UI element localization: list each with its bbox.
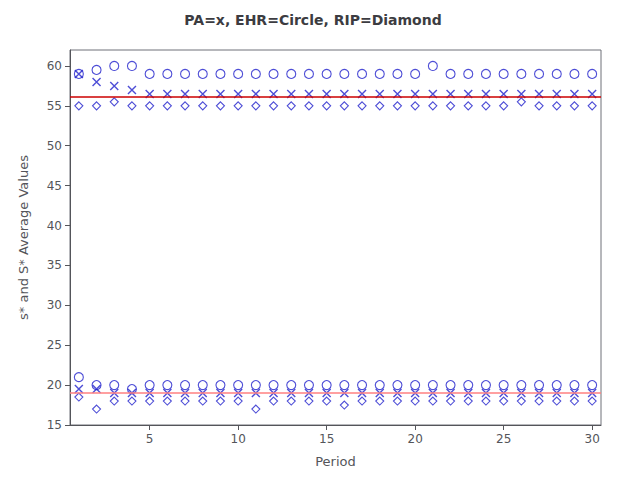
svg-text:10: 10: [231, 432, 246, 446]
svg-text:25: 25: [496, 432, 511, 446]
svg-text:55: 55: [47, 99, 62, 113]
svg-text:40: 40: [47, 219, 62, 233]
svg-text:25: 25: [47, 338, 62, 352]
svg-text:5: 5: [146, 432, 154, 446]
svg-text:30: 30: [585, 432, 600, 446]
svg-text:50: 50: [47, 139, 62, 153]
svg-text:15: 15: [319, 432, 334, 446]
svg-text:30: 30: [47, 298, 62, 312]
svg-text:s* and S* Average Values: s* and S* Average Values: [16, 155, 31, 320]
svg-text:20: 20: [408, 432, 423, 446]
svg-text:60: 60: [47, 59, 62, 73]
svg-text:15: 15: [47, 418, 62, 432]
svg-text:PA=x, EHR=Circle, RIP=Diamond: PA=x, EHR=Circle, RIP=Diamond: [184, 12, 441, 28]
svg-text:20: 20: [47, 378, 62, 392]
svg-text:45: 45: [47, 179, 62, 193]
svg-text:Period: Period: [315, 454, 356, 469]
svg-text:35: 35: [47, 258, 62, 272]
